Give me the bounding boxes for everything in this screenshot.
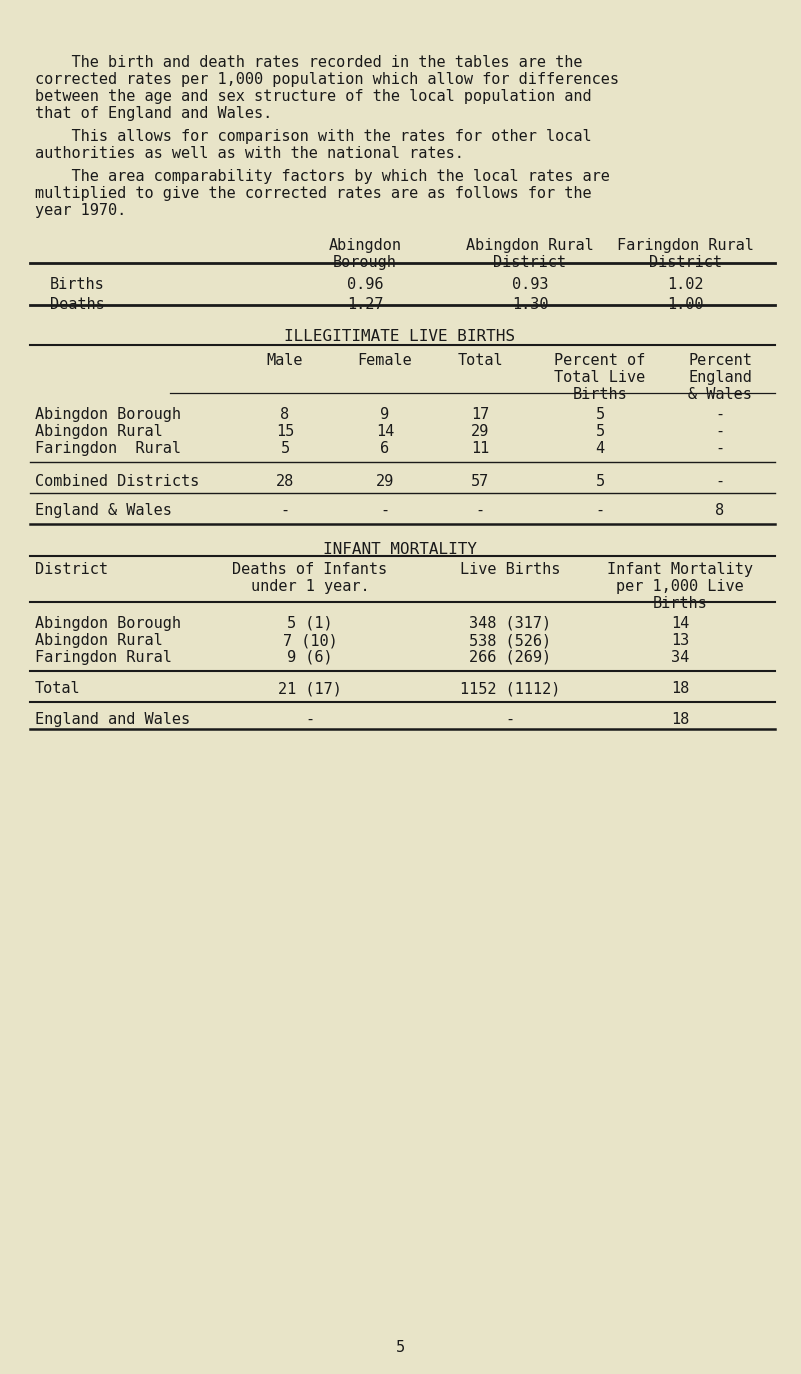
Text: 1.00: 1.00	[666, 297, 703, 312]
Text: Abingdon Rural: Abingdon Rural	[35, 425, 163, 440]
Text: & Wales: & Wales	[688, 387, 752, 403]
Text: -: -	[715, 407, 725, 422]
Text: -: -	[715, 474, 725, 489]
Text: -: -	[380, 503, 389, 518]
Text: The area comparability factors by which the local rates are: The area comparability factors by which …	[35, 169, 610, 184]
Text: multiplied to give the corrected rates are as follows for the: multiplied to give the corrected rates a…	[35, 185, 592, 201]
Text: Deaths: Deaths	[50, 297, 105, 312]
Text: 7 (10): 7 (10)	[283, 633, 337, 649]
Text: -: -	[280, 503, 290, 518]
Text: Combined Districts: Combined Districts	[35, 474, 199, 489]
Text: Abingdon Rural: Abingdon Rural	[466, 238, 594, 253]
Text: under 1 year.: under 1 year.	[251, 578, 369, 594]
Text: Abingdon: Abingdon	[328, 238, 401, 253]
Text: 11: 11	[471, 441, 489, 456]
Text: per 1,000 Live: per 1,000 Live	[616, 578, 744, 594]
Text: Faringdon Rural: Faringdon Rural	[617, 238, 754, 253]
Text: Births: Births	[50, 278, 105, 293]
Text: 17: 17	[471, 407, 489, 422]
Text: 348 (317): 348 (317)	[469, 616, 551, 631]
Text: 5: 5	[280, 441, 290, 456]
Text: Live Births: Live Births	[460, 562, 560, 577]
Text: -: -	[305, 712, 315, 727]
Text: 28: 28	[276, 474, 294, 489]
Text: Total Live: Total Live	[554, 370, 646, 385]
Text: Abingdon Rural: Abingdon Rural	[35, 633, 163, 649]
Text: Abingdon Borough: Abingdon Borough	[35, 407, 181, 422]
Text: 1152 (1112): 1152 (1112)	[460, 682, 560, 697]
Text: 9 (6): 9 (6)	[288, 650, 332, 665]
Text: -: -	[595, 503, 605, 518]
Text: between the age and sex structure of the local population and: between the age and sex structure of the…	[35, 89, 592, 104]
Text: authorities as well as with the national rates.: authorities as well as with the national…	[35, 146, 464, 161]
Text: 4: 4	[595, 441, 605, 456]
Text: Total: Total	[457, 353, 503, 368]
Text: Infant Mortality: Infant Mortality	[607, 562, 753, 577]
Text: District: District	[493, 256, 566, 271]
Text: 14: 14	[671, 616, 689, 631]
Text: 14: 14	[376, 425, 394, 440]
Text: 1.02: 1.02	[666, 278, 703, 293]
Text: 5: 5	[595, 474, 605, 489]
Text: that of England and Wales.: that of England and Wales.	[35, 106, 272, 121]
Text: This allows for comparison with the rates for other local: This allows for comparison with the rate…	[35, 129, 592, 144]
Text: -: -	[715, 425, 725, 440]
Text: 15: 15	[276, 425, 294, 440]
Text: Faringdon Rural: Faringdon Rural	[35, 650, 172, 665]
Text: corrected rates per 1,000 population which allow for differences: corrected rates per 1,000 population whi…	[35, 71, 619, 87]
Text: Faringdon  Rural: Faringdon Rural	[35, 441, 181, 456]
Text: District: District	[649, 256, 722, 271]
Text: 18: 18	[671, 682, 689, 697]
Text: INFANT MORTALITY: INFANT MORTALITY	[323, 541, 477, 556]
Text: 1.27: 1.27	[347, 297, 383, 312]
Text: Female: Female	[357, 353, 413, 368]
Text: District: District	[35, 562, 108, 577]
Text: 5: 5	[595, 425, 605, 440]
Text: 538 (526): 538 (526)	[469, 633, 551, 649]
Text: 266 (269): 266 (269)	[469, 650, 551, 665]
Text: Births: Births	[573, 387, 627, 403]
Text: 5 (1): 5 (1)	[288, 616, 332, 631]
Text: Births: Births	[653, 596, 707, 611]
Text: 57: 57	[471, 474, 489, 489]
Text: 8: 8	[715, 503, 725, 518]
Text: Male: Male	[267, 353, 304, 368]
Text: 9: 9	[380, 407, 389, 422]
Text: Abingdon Borough: Abingdon Borough	[35, 616, 181, 631]
Text: 1.30: 1.30	[512, 297, 548, 312]
Text: Percent of: Percent of	[554, 353, 646, 368]
Text: 13: 13	[671, 633, 689, 649]
Text: Deaths of Infants: Deaths of Infants	[232, 562, 388, 577]
Text: England: England	[688, 370, 752, 385]
Text: England and Wales: England and Wales	[35, 712, 190, 727]
Text: The birth and death rates recorded in the tables are the: The birth and death rates recorded in th…	[35, 55, 582, 70]
Text: 29: 29	[376, 474, 394, 489]
Text: 18: 18	[671, 712, 689, 727]
Text: 29: 29	[471, 425, 489, 440]
Text: Total: Total	[35, 682, 81, 697]
Text: -: -	[715, 441, 725, 456]
Text: -: -	[505, 712, 514, 727]
Text: 34: 34	[671, 650, 689, 665]
Text: 0.93: 0.93	[512, 278, 548, 293]
Text: 8: 8	[280, 407, 290, 422]
Text: 21 (17): 21 (17)	[278, 682, 342, 697]
Text: 5: 5	[595, 407, 605, 422]
Text: England & Wales: England & Wales	[35, 503, 172, 518]
Text: Percent: Percent	[688, 353, 752, 368]
Text: 5: 5	[396, 1340, 405, 1355]
Text: year 1970.: year 1970.	[35, 203, 127, 218]
Text: Borough: Borough	[333, 256, 397, 271]
Text: ILLEGITIMATE LIVE BIRTHS: ILLEGITIMATE LIVE BIRTHS	[284, 328, 516, 344]
Text: 0.96: 0.96	[347, 278, 383, 293]
Text: 6: 6	[380, 441, 389, 456]
Text: -: -	[476, 503, 485, 518]
